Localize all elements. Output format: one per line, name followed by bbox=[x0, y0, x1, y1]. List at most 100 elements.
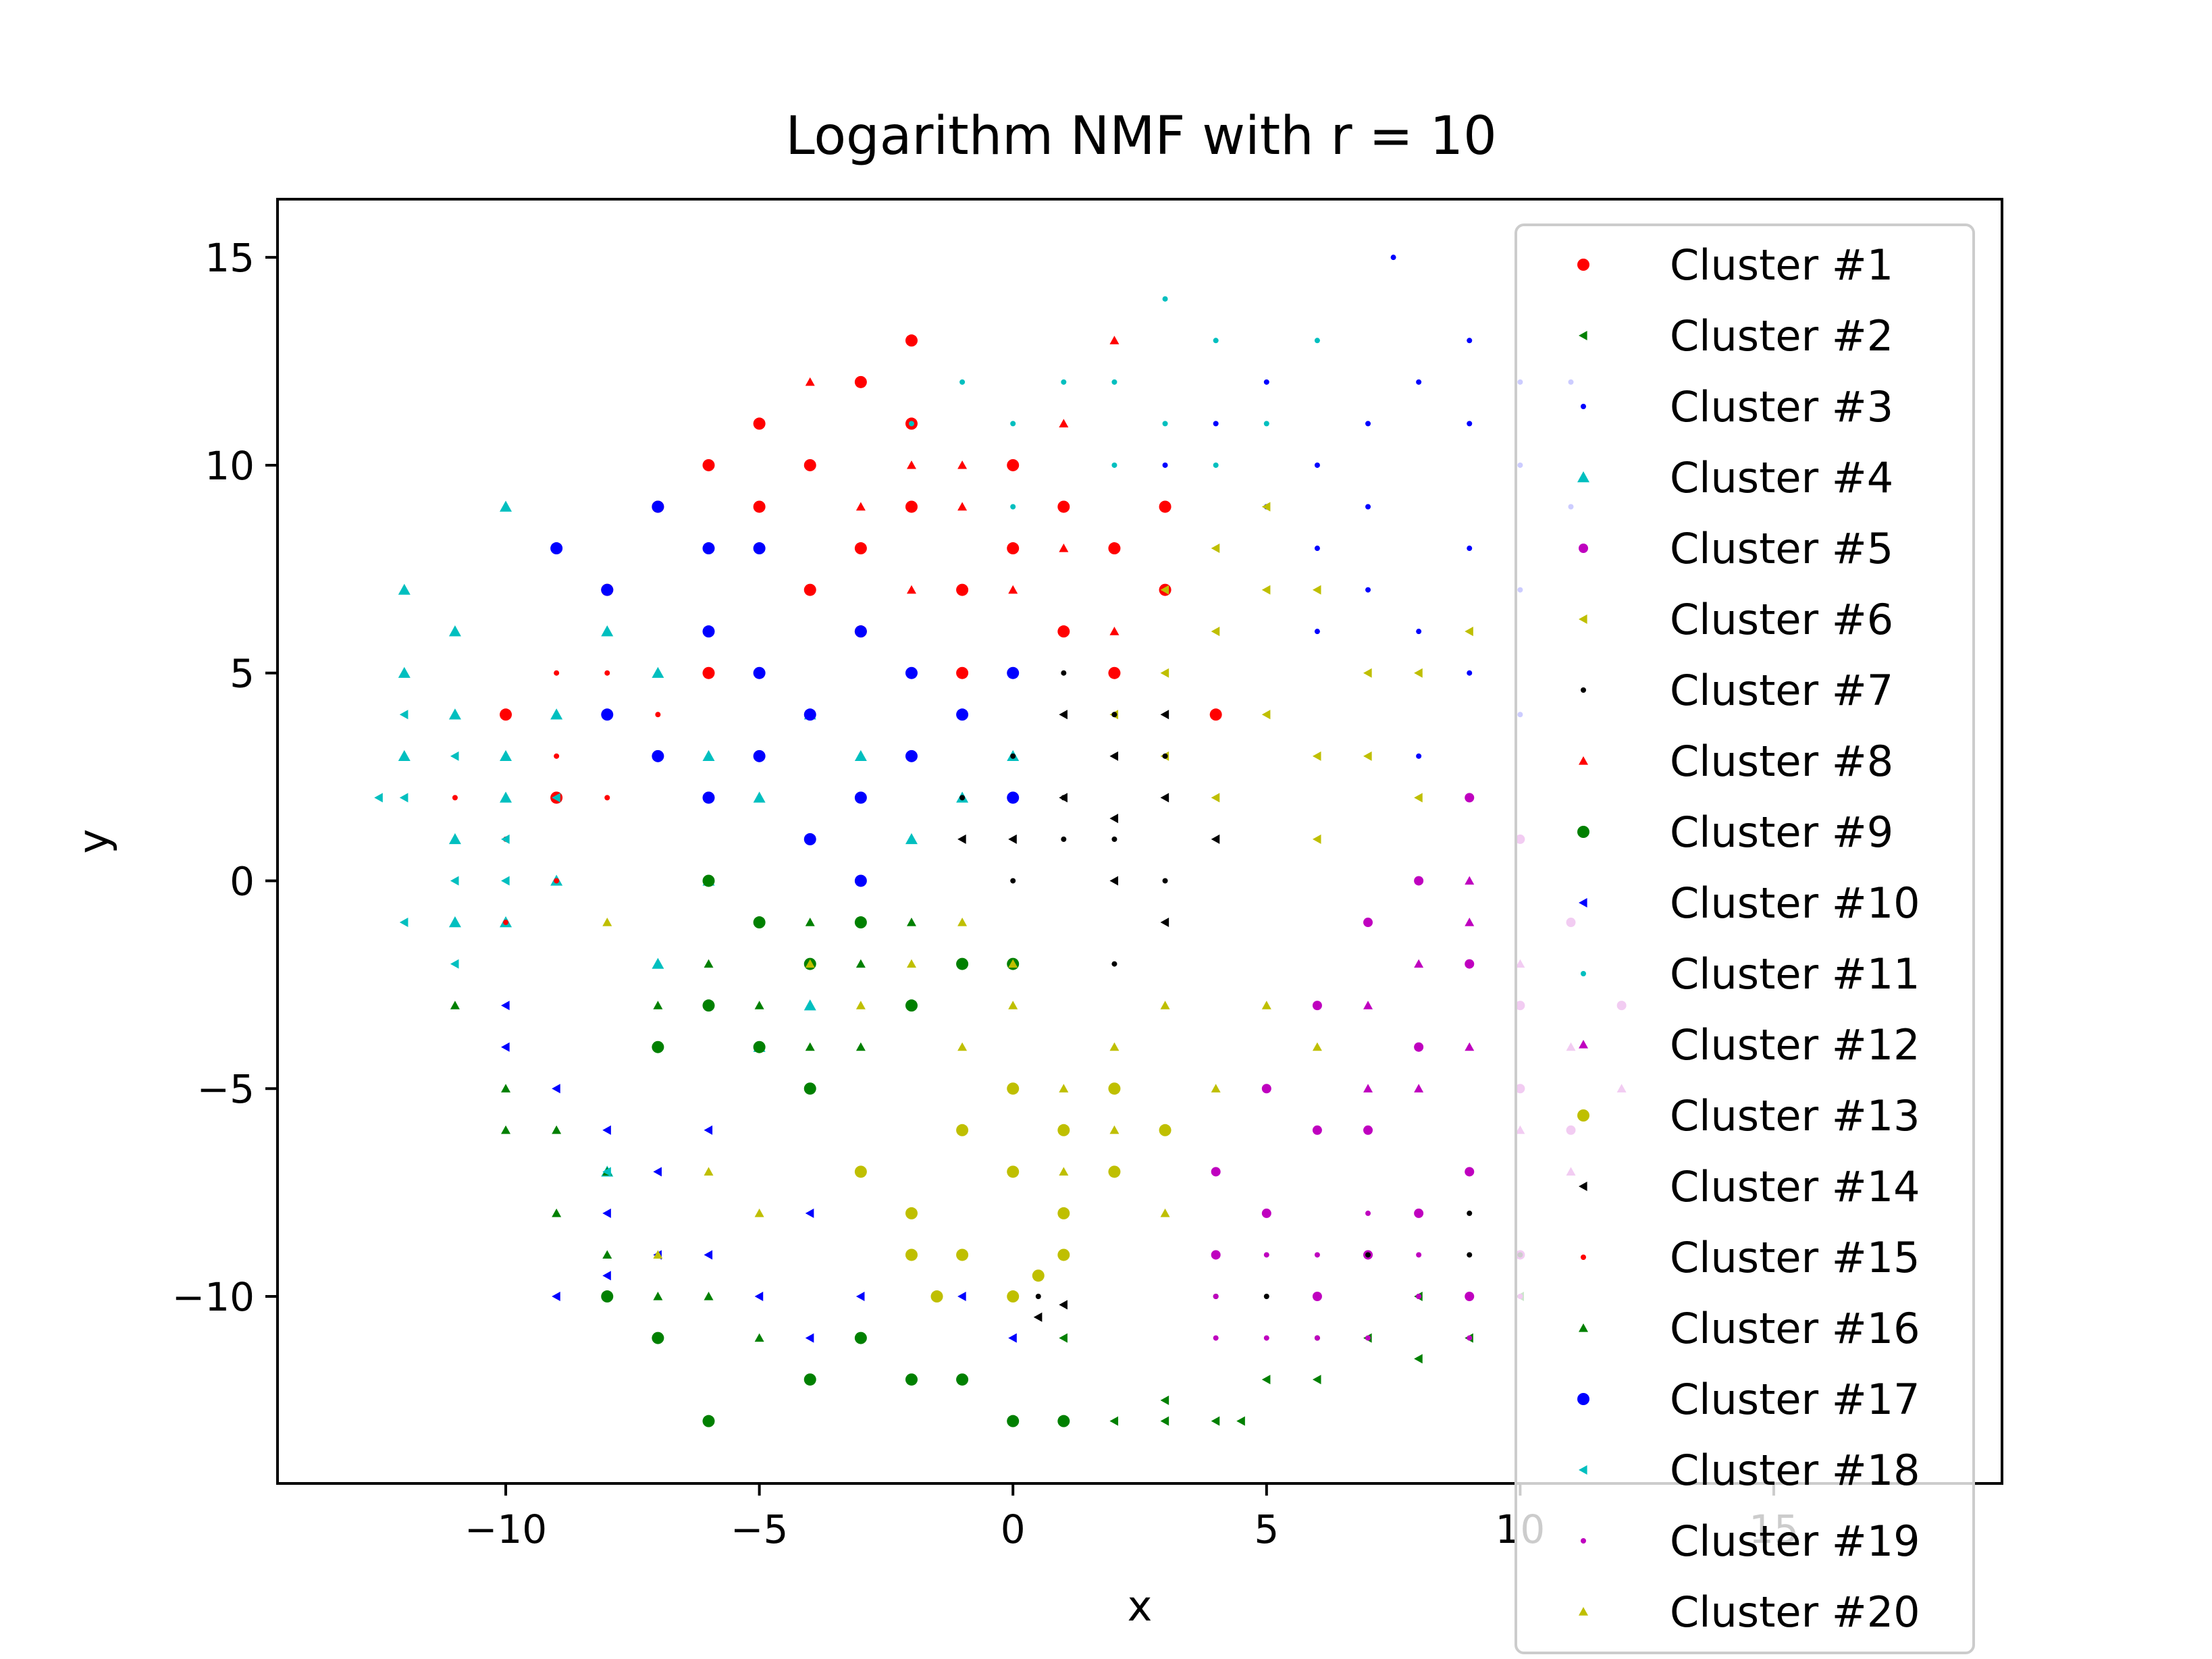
legend-marker bbox=[1579, 1040, 1588, 1049]
data-point bbox=[805, 1042, 815, 1051]
data-point bbox=[1109, 751, 1119, 761]
data-point bbox=[1211, 1084, 1221, 1092]
data-point bbox=[1414, 876, 1424, 886]
data-point bbox=[959, 379, 966, 385]
data-point bbox=[855, 1001, 866, 1009]
legend-label: Cluster #13 bbox=[1670, 1091, 1920, 1140]
data-point bbox=[957, 918, 968, 926]
data-point bbox=[399, 710, 409, 720]
data-point bbox=[1465, 793, 1475, 803]
chart-title: Logarithm NMF with r = 10 bbox=[785, 106, 1497, 167]
y-tick-label: 15 bbox=[205, 235, 255, 281]
data-point bbox=[1160, 710, 1169, 720]
series-17 bbox=[550, 500, 1020, 887]
data-point bbox=[1162, 878, 1168, 884]
data-point bbox=[1213, 462, 1219, 468]
legend-marker bbox=[1579, 1182, 1587, 1191]
data-point bbox=[1059, 544, 1069, 552]
data-point bbox=[905, 1207, 918, 1219]
series-9 bbox=[601, 874, 1070, 1427]
series-18 bbox=[374, 710, 611, 1177]
data-point bbox=[753, 1041, 766, 1053]
legend-item: Cluster #18 bbox=[1579, 1446, 1920, 1495]
legend-item: Cluster #3 bbox=[1581, 382, 1893, 431]
legend-item: Cluster #6 bbox=[1579, 595, 1893, 644]
series-13 bbox=[854, 1082, 1171, 1303]
data-point bbox=[1160, 585, 1169, 595]
data-point bbox=[957, 502, 968, 511]
legend-label: Cluster #3 bbox=[1670, 382, 1893, 431]
data-point bbox=[906, 918, 916, 926]
data-point bbox=[804, 708, 816, 721]
legend-item: Cluster #16 bbox=[1579, 1304, 1920, 1353]
x-tick-label: −10 bbox=[465, 1506, 547, 1552]
data-point bbox=[956, 666, 969, 679]
data-point bbox=[554, 878, 560, 884]
data-point bbox=[552, 1084, 560, 1094]
legend-label: Cluster #14 bbox=[1670, 1162, 1920, 1211]
data-point bbox=[602, 918, 612, 926]
data-point bbox=[1467, 1335, 1473, 1341]
legend-label: Cluster #1 bbox=[1670, 240, 1893, 290]
data-point bbox=[805, 1208, 814, 1218]
data-point bbox=[501, 1001, 510, 1011]
data-point bbox=[1414, 1042, 1424, 1052]
data-point bbox=[1059, 710, 1068, 720]
data-point bbox=[956, 1248, 969, 1261]
legend-label: Cluster #5 bbox=[1670, 524, 1893, 573]
data-point bbox=[956, 583, 969, 596]
data-point bbox=[398, 749, 411, 762]
data-point bbox=[1211, 627, 1220, 637]
data-point bbox=[398, 666, 411, 678]
data-point bbox=[754, 1333, 764, 1342]
legend-marker bbox=[1579, 756, 1588, 765]
data-point bbox=[1057, 1207, 1070, 1219]
data-point bbox=[1057, 625, 1070, 638]
data-point bbox=[804, 999, 816, 1011]
data-point bbox=[452, 795, 458, 801]
data-point bbox=[503, 712, 509, 718]
data-point bbox=[1109, 814, 1119, 824]
data-point bbox=[753, 666, 766, 679]
data-point bbox=[1008, 585, 1018, 594]
data-point bbox=[905, 1373, 918, 1386]
data-point bbox=[1010, 753, 1016, 759]
data-point bbox=[601, 708, 614, 721]
data-point bbox=[1465, 1042, 1475, 1051]
legend-label: Cluster #18 bbox=[1670, 1446, 1920, 1495]
data-point bbox=[1007, 666, 1020, 679]
legend-marker bbox=[1577, 1393, 1589, 1405]
series-1 bbox=[500, 334, 1222, 804]
data-point bbox=[500, 749, 512, 762]
data-point bbox=[1261, 1208, 1271, 1218]
data-point bbox=[1211, 1416, 1220, 1426]
data-point bbox=[1314, 1252, 1320, 1258]
data-point bbox=[754, 1001, 764, 1009]
data-point bbox=[601, 583, 614, 596]
data-point bbox=[854, 874, 867, 887]
data-point bbox=[1467, 338, 1473, 344]
data-point bbox=[1312, 585, 1321, 595]
data-point bbox=[957, 1042, 968, 1051]
data-point bbox=[855, 959, 866, 968]
legend-marker bbox=[1579, 1465, 1587, 1475]
data-point bbox=[1363, 668, 1372, 678]
data-point bbox=[601, 625, 614, 637]
data-point bbox=[652, 666, 664, 678]
data-point bbox=[1059, 1167, 1069, 1176]
data-point bbox=[602, 1271, 611, 1281]
data-point bbox=[1111, 712, 1117, 718]
data-point bbox=[450, 876, 459, 886]
data-point bbox=[1008, 959, 1018, 968]
data-point bbox=[753, 791, 766, 803]
data-point bbox=[399, 918, 409, 928]
data-point bbox=[1261, 502, 1271, 512]
data-point bbox=[1059, 793, 1068, 803]
data-point bbox=[804, 1082, 816, 1095]
data-point bbox=[552, 793, 560, 803]
data-point bbox=[1057, 1248, 1070, 1261]
data-point bbox=[1467, 546, 1473, 552]
data-point bbox=[1007, 542, 1020, 555]
legend-label: Cluster #10 bbox=[1670, 878, 1920, 928]
